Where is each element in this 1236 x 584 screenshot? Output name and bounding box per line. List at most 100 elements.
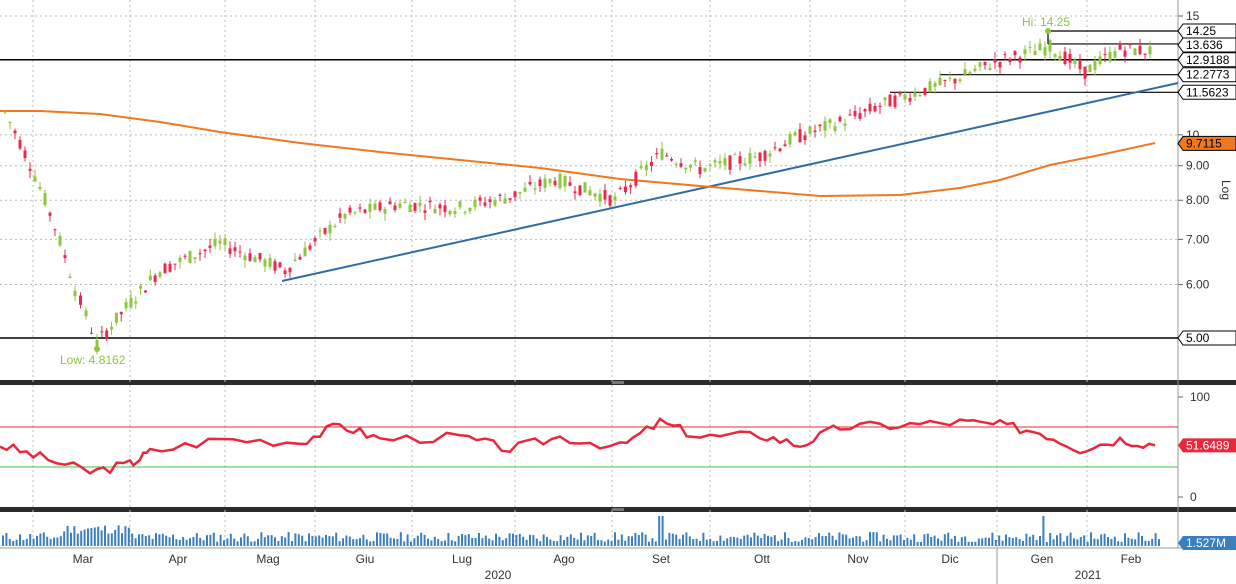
candle-body — [68, 276, 72, 278]
candle-body — [1123, 50, 1127, 57]
volume-bar — [124, 526, 127, 546]
candle-body — [583, 182, 587, 193]
volume-bar — [253, 541, 256, 546]
volume-bar — [668, 532, 671, 546]
volume-bar — [1035, 540, 1038, 546]
volume-bar — [1062, 541, 1065, 546]
volume-bar — [671, 533, 674, 546]
candle-body — [878, 105, 882, 108]
candle-body — [283, 270, 287, 274]
volume-bar — [464, 535, 467, 546]
volume-bar — [1039, 536, 1041, 546]
price-badge-label: 14.25 — [1186, 24, 1216, 38]
candle-body — [988, 68, 992, 70]
volume-bar — [311, 535, 314, 546]
volume-bar — [56, 537, 59, 546]
volume-bar — [773, 535, 776, 546]
candle-body — [513, 191, 517, 198]
candle-body — [848, 114, 852, 116]
volume-bar — [872, 532, 875, 546]
volume-bar — [852, 537, 854, 546]
candle-body — [793, 132, 797, 136]
volume-bar — [454, 541, 457, 546]
volume-bar — [219, 534, 222, 546]
volume-bar — [797, 541, 800, 546]
candle-body — [418, 202, 422, 207]
volume-bar — [777, 541, 780, 546]
candle-body — [58, 235, 62, 246]
volume-bar — [651, 538, 654, 546]
volume-bar — [36, 535, 38, 546]
volume-bar — [32, 538, 35, 546]
candle-body — [768, 153, 772, 157]
low-marker — [94, 346, 100, 352]
candle-body — [313, 238, 317, 242]
x-month-label: Ago — [553, 552, 575, 566]
volume-bar — [617, 539, 620, 546]
candle-body — [568, 182, 572, 186]
candle-body — [453, 210, 457, 214]
price-badge-shape — [1177, 52, 1236, 68]
candle-body — [733, 154, 737, 156]
candle-body — [968, 72, 972, 75]
volume-bar — [461, 534, 463, 546]
volume-bar — [1137, 532, 1140, 546]
volume-bar — [348, 536, 351, 546]
candle-body — [1133, 48, 1137, 56]
volume-bar — [1130, 538, 1133, 546]
candle-body — [248, 253, 252, 261]
candle-body — [508, 198, 512, 200]
x-month-label: Mar — [73, 552, 94, 566]
price-badge-shape — [1177, 23, 1236, 39]
candle-body — [358, 207, 362, 209]
volume-bar — [542, 534, 545, 546]
volume-bar — [933, 535, 936, 546]
volume-bar — [712, 541, 715, 546]
candle-body — [134, 301, 138, 304]
candle-body — [1033, 50, 1037, 56]
candle-body — [408, 204, 412, 212]
volume-badge-label: 1.527M — [1186, 536, 1226, 550]
candle-body — [333, 225, 337, 228]
candle-body — [578, 185, 582, 195]
candle-body — [1093, 61, 1097, 70]
volume-bar — [325, 534, 327, 546]
candle-body — [953, 78, 957, 84]
volume-bar — [1086, 541, 1089, 546]
candle-body — [598, 193, 602, 202]
candle-body — [263, 259, 267, 267]
candle-body — [993, 59, 997, 63]
volume-bar — [76, 533, 79, 546]
volume-bar — [896, 535, 899, 546]
volume-bar — [328, 536, 331, 546]
volume-bar — [481, 538, 484, 546]
volume-bar — [916, 541, 919, 546]
volume-bar — [722, 540, 725, 546]
volume-bar — [294, 533, 297, 546]
candle-body — [665, 155, 669, 157]
price-badge: 12.2773 — [1177, 67, 1236, 83]
volume-bar — [794, 541, 797, 546]
trendline — [281, 82, 1179, 282]
volume-bar — [206, 535, 208, 546]
volume-bar — [770, 536, 773, 546]
volume-bar — [637, 534, 640, 546]
x-month-label: Feb — [1121, 552, 1142, 566]
candle-body — [253, 257, 257, 263]
volume-bar — [53, 537, 55, 546]
candle-body — [803, 135, 807, 140]
volume-bar — [478, 533, 480, 546]
price-badge: 12.9188 — [1177, 52, 1236, 68]
volume-bar — [413, 538, 416, 546]
price-badge: 9.7115 — [1177, 135, 1236, 151]
volume-bar — [495, 533, 497, 546]
candle-body — [1053, 54, 1057, 57]
candle-body — [958, 79, 962, 82]
volume-bar — [580, 532, 582, 546]
volume-bar — [522, 536, 525, 546]
volume-bar — [107, 533, 110, 546]
candle-body — [95, 340, 99, 348]
candle-body — [828, 119, 832, 124]
volume-bar — [552, 540, 555, 546]
